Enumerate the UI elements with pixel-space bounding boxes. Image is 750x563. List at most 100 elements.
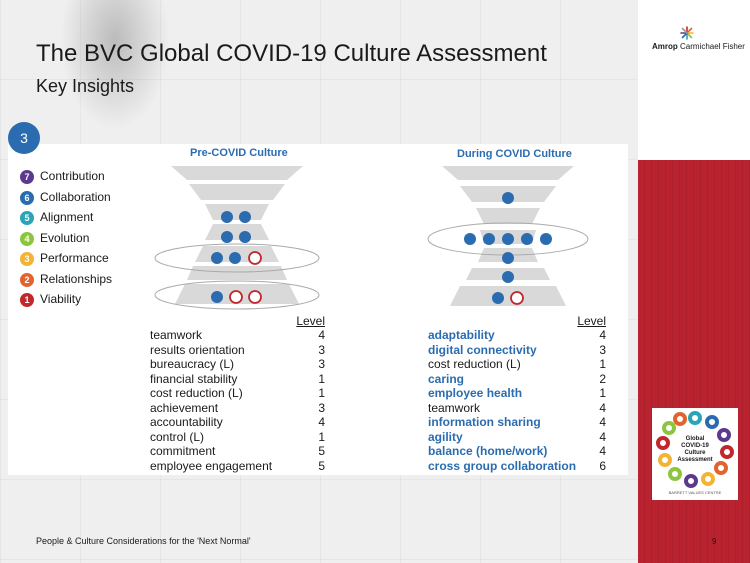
value-level: 3 — [318, 342, 325, 357]
value-dot — [540, 233, 552, 245]
level-header: Level — [296, 314, 325, 328]
value-level: 2 — [599, 371, 606, 386]
value-dot — [502, 192, 514, 204]
value-level: 4 — [599, 429, 606, 444]
value-label: commitment — [150, 444, 216, 458]
value-label: employee engagement — [150, 458, 273, 473]
table-row: teamwork 4 — [150, 328, 325, 343]
value-level: 4 — [318, 328, 325, 342]
value-dot — [211, 291, 223, 303]
red-band — [638, 160, 750, 563]
level-6-band — [189, 184, 285, 200]
value-level: 4 — [318, 415, 325, 429]
value-dot — [502, 233, 514, 245]
badge-text: Global COVID-19 Culture Assessment — [677, 436, 713, 463]
level-5-band — [476, 208, 540, 224]
amrop-logo: Amrop Carmichael Fisher — [652, 26, 745, 56]
value-dot — [492, 292, 504, 304]
value-dot — [221, 211, 233, 223]
table-row: teamwork 4 — [428, 401, 606, 416]
pre-covid-table: Level teamwork 4 results orientation 3 bur… — [150, 314, 325, 473]
level-2-band — [187, 266, 287, 280]
value-label: balance (home/work) — [428, 444, 548, 458]
value-level: 1 — [599, 357, 606, 371]
legend-label: Relationships — [40, 271, 113, 286]
value-label: cost reduction (L) — [428, 357, 521, 371]
value-level: 3 — [599, 342, 606, 357]
value-dot — [483, 233, 495, 245]
value-level: 3 — [318, 357, 325, 371]
page-title: The BVC Global COVID-19 Culture Assessme… — [36, 40, 547, 67]
legend-label: Contribution — [40, 169, 105, 183]
value-level: 1 — [318, 371, 325, 386]
value-level: 1 — [599, 386, 606, 400]
legend-number: 7 — [20, 170, 34, 184]
value-dot — [239, 211, 251, 223]
table-row: bureaucracy (L) 3 — [150, 357, 325, 372]
value-label: adaptability — [428, 328, 495, 342]
during-covid-title: During COVID Culture — [457, 148, 572, 160]
badge-org: BARRETT VALUES CENTRE — [668, 490, 722, 495]
value-level: 1 — [318, 386, 325, 400]
value-label: accountability — [150, 415, 223, 429]
value-label: information sharing — [428, 415, 541, 429]
table-row: achievement 3 — [150, 401, 325, 416]
highlight-ellipse — [154, 243, 320, 273]
legend-label: Viability — [40, 292, 82, 306]
limiting-value-dot — [248, 290, 262, 304]
value-label: financial stability — [150, 371, 238, 386]
legend-label: Evolution — [40, 230, 90, 245]
value-dot — [229, 252, 241, 264]
starburst-icon — [680, 26, 694, 40]
value-label: cross group collaboration — [428, 458, 577, 473]
limiting-value-dot — [510, 291, 524, 305]
page-subtitle: Key Insights — [36, 76, 135, 96]
during-covid-diagram — [427, 166, 589, 306]
table-row: cross group collaboration 6 — [428, 459, 606, 474]
value-level: 4 — [599, 444, 606, 458]
during-covid-table: Level adaptability 4 digital connectivity… — [428, 314, 606, 473]
legend-number: 1 — [20, 293, 34, 307]
value-dot — [502, 271, 514, 283]
value-level: 5 — [318, 458, 325, 473]
background-figure — [60, 0, 170, 130]
value-level: 6 — [599, 458, 606, 473]
table-row: agility 4 — [428, 430, 606, 445]
table-row: cost reduction (L) 1 — [150, 386, 325, 401]
limiting-value-dot — [229, 290, 243, 304]
value-dot — [221, 231, 233, 243]
legend-label: Performance — [40, 251, 109, 265]
legend-label: Collaboration — [40, 189, 111, 204]
table-row: results orientation 3 — [150, 343, 325, 358]
value-label: employee health — [428, 386, 523, 400]
value-dot — [464, 233, 476, 245]
level-header: Level — [577, 314, 606, 328]
value-label: control (L) — [150, 429, 205, 444]
value-level: 4 — [599, 400, 606, 415]
value-level: 4 — [599, 415, 606, 429]
value-label: caring — [428, 371, 465, 386]
table-row: adaptability 4 — [428, 328, 606, 343]
level-7-band — [171, 166, 303, 180]
table-row: information sharing 4 — [428, 415, 606, 430]
limiting-value-dot — [248, 251, 262, 265]
legend-number: 2 — [20, 272, 34, 287]
value-label: teamwork — [428, 400, 481, 415]
legend-number: 4 — [20, 231, 34, 246]
value-dot — [239, 231, 251, 243]
value-label: digital connectivity — [428, 342, 537, 357]
table-row: accountability 4 — [150, 415, 325, 430]
table-row: financial stability 1 — [150, 372, 325, 387]
table-row: employee engagement 5 — [150, 459, 325, 474]
value-level: 4 — [599, 328, 606, 342]
table-row: control (L) 1 — [150, 430, 325, 445]
value-dot — [211, 252, 223, 264]
table-row: balance (home/work) 4 — [428, 444, 606, 459]
highlight-ellipse — [154, 280, 320, 310]
value-level: 1 — [318, 429, 325, 444]
legend-number: 3 — [20, 252, 34, 266]
level-1-band — [450, 286, 566, 306]
table-row: employee health 1 — [428, 386, 606, 401]
table-row: caring 2 — [428, 372, 606, 387]
